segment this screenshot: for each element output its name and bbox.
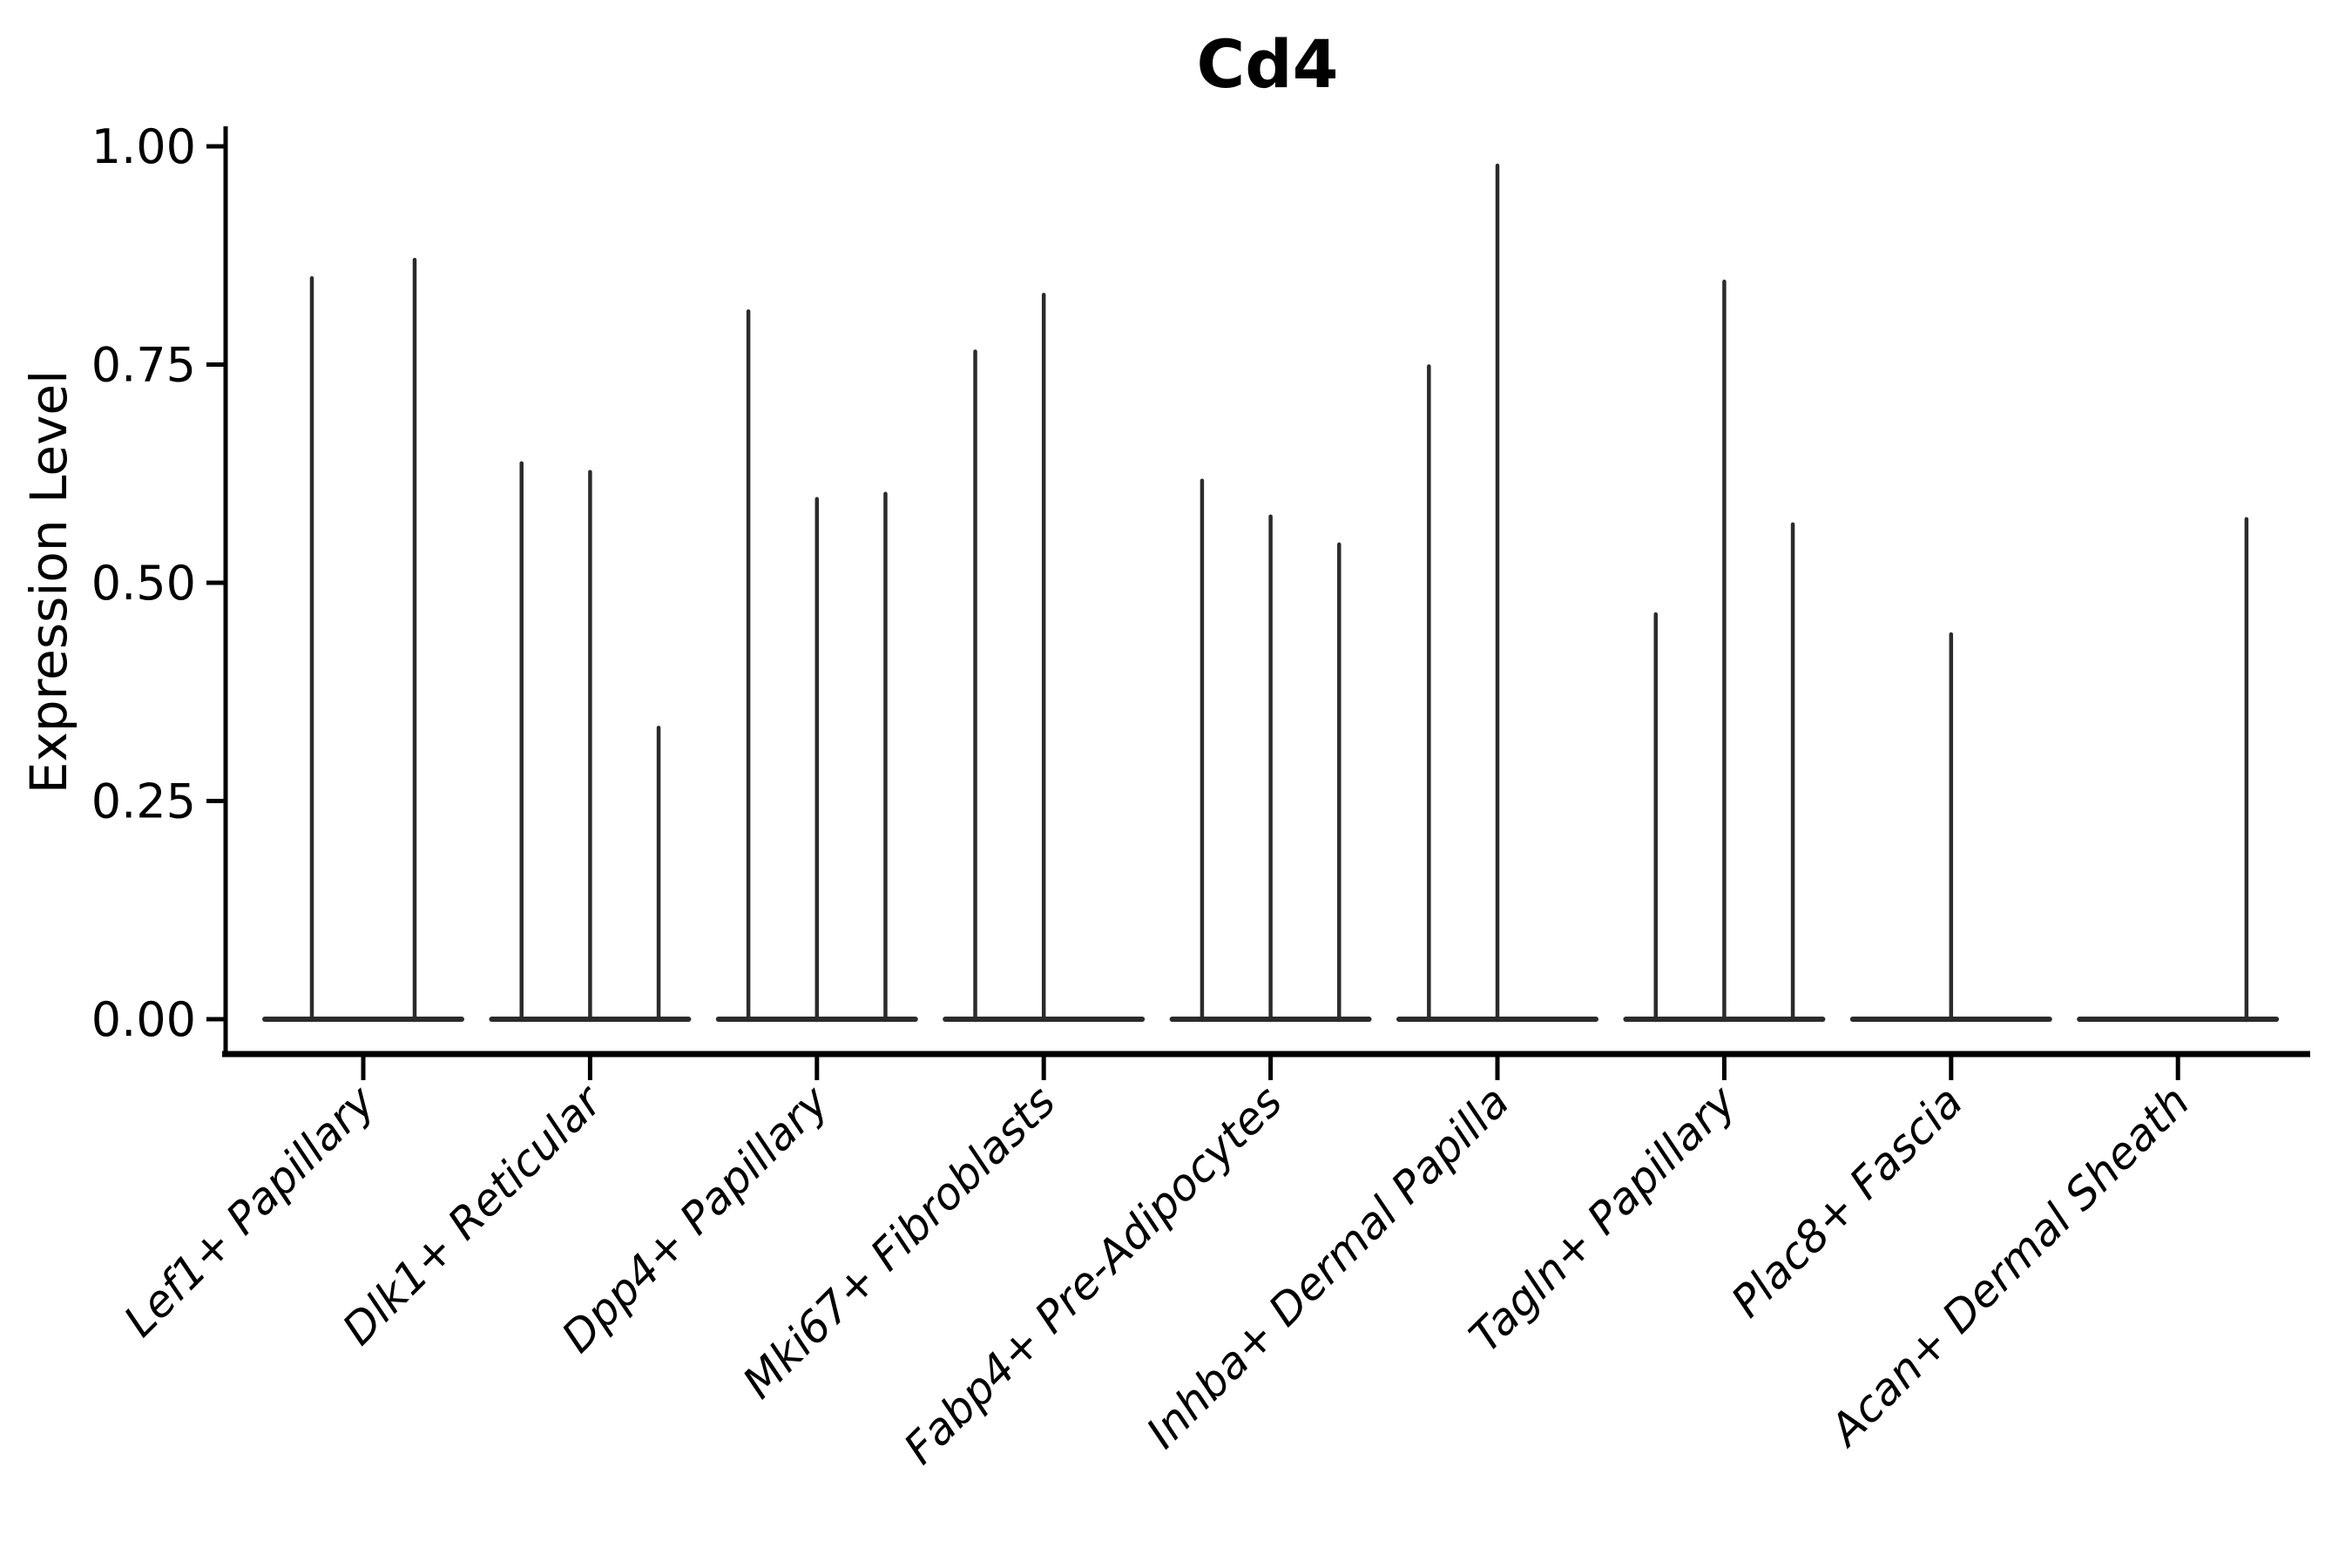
- violin-group: [1849, 632, 2052, 1023]
- violin-group: [262, 258, 464, 1023]
- y-tick-label: 0.50: [91, 556, 196, 611]
- x-axis-category-label: Lef1+ Papillary: [114, 1075, 385, 1346]
- violin-group: [1623, 280, 1826, 1023]
- y-tick-label: 0.25: [91, 774, 196, 829]
- x-axis-category-label: Acan+ Dermal Sheath: [1819, 1076, 2200, 1456]
- x-axis-category-label: Plac8+ Fascia: [1721, 1076, 1972, 1327]
- violin-group: [2077, 517, 2280, 1023]
- x-axis-category-label: Fabp4+ Pre-Adipocytes: [895, 1076, 1293, 1474]
- x-axis-category-label: Inhba+ Dermal Papilla: [1137, 1076, 1518, 1457]
- y-axis-label: Expression Level: [19, 370, 78, 794]
- y-tick-label: 0.00: [91, 992, 196, 1047]
- chart-title: Cd4: [1196, 25, 1338, 103]
- violins-layer: [262, 163, 2280, 1023]
- violin-group: [715, 309, 918, 1023]
- violin-group: [489, 461, 692, 1023]
- violin-group: [1396, 163, 1598, 1023]
- y-tick-label: 0.75: [91, 338, 196, 393]
- violin-group: [943, 293, 1146, 1023]
- violin-group: [1169, 478, 1372, 1023]
- y-tick-label: 1.00: [91, 119, 196, 174]
